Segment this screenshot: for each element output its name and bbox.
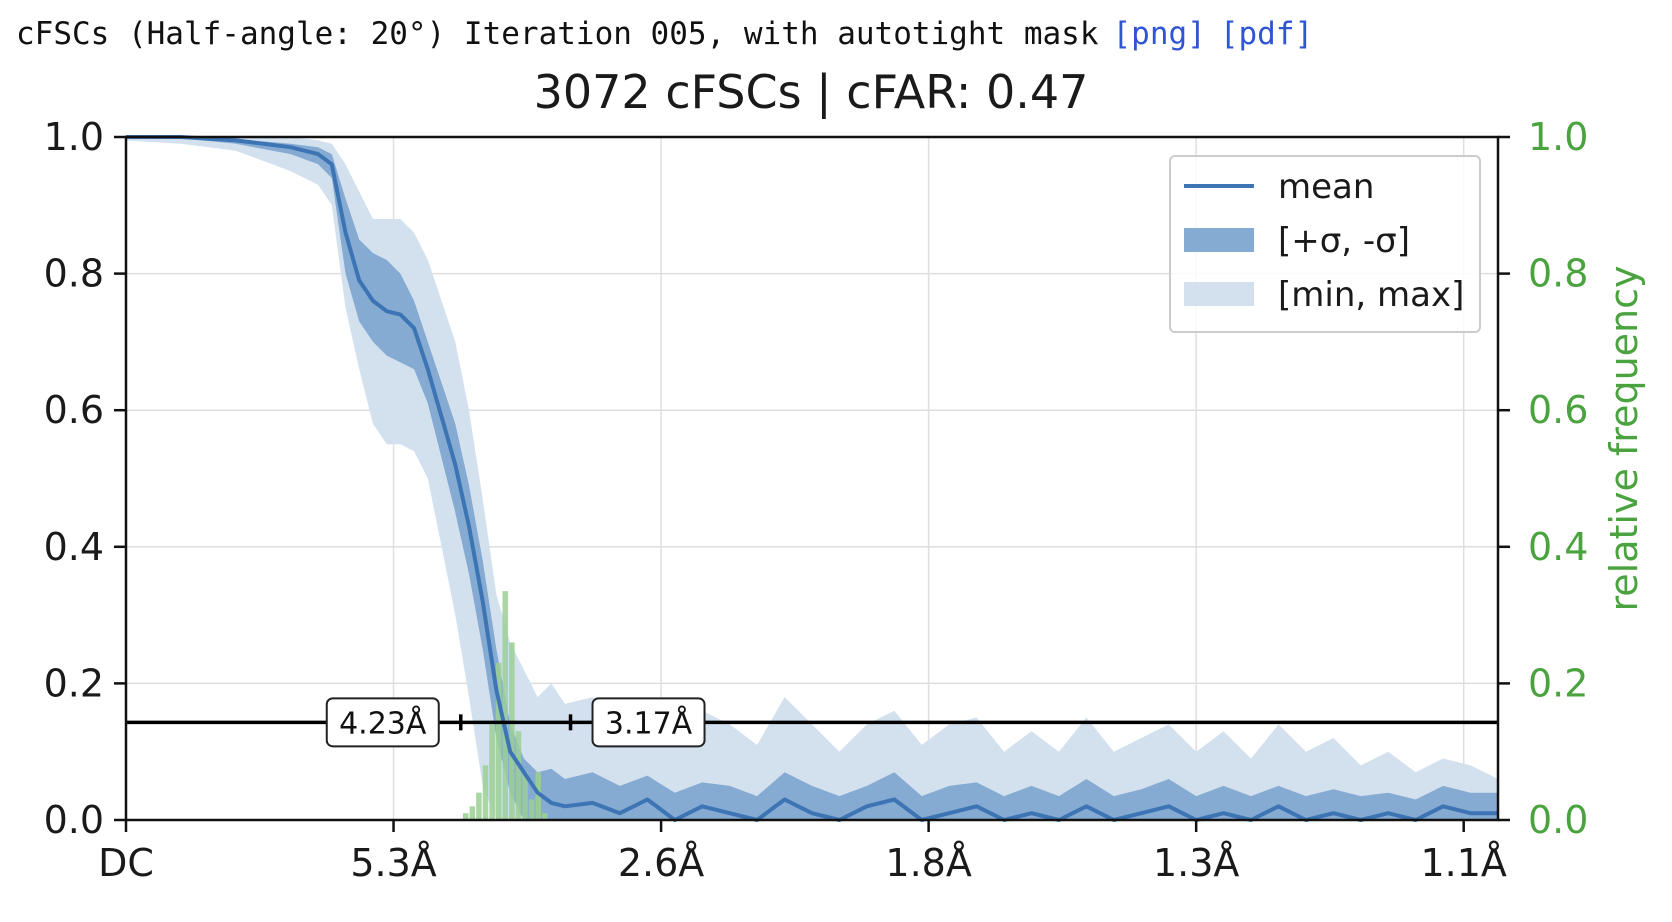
- y2-tick-label: 0.4: [1528, 525, 1588, 569]
- caption-text: cFSCs (Half-angle: 20°) Iteration 005, w…: [16, 16, 1099, 52]
- x-tick-label: 1.1Å: [1420, 841, 1506, 885]
- x-tick-label: 5.3Å: [350, 841, 436, 885]
- y-tick-label: 0.6: [44, 388, 104, 432]
- y-tick-label: 0.8: [44, 252, 104, 296]
- histogram-bar: [522, 772, 528, 820]
- y2-tick-label: 0.8: [1528, 252, 1588, 296]
- mean-line: [126, 135, 1498, 822]
- x-tick-label: 2.6Å: [618, 841, 704, 885]
- histogram-bar: [528, 799, 535, 820]
- histogram-bar: [462, 813, 469, 820]
- x-tick-label: 1.8Å: [885, 841, 971, 885]
- legend-minmax-swatch: [1184, 282, 1254, 306]
- legend: mean [+σ, -σ] [min, max]: [1169, 155, 1481, 333]
- series-bands: [126, 137, 1498, 820]
- histogram-bar: [489, 724, 495, 820]
- y2-tick-label: 0.6: [1528, 388, 1588, 432]
- pdf-link[interactable]: [pdf]: [1219, 16, 1314, 52]
- resolution-label: 4.23Å: [339, 705, 427, 741]
- resolution-label: 3.17Å: [605, 705, 693, 741]
- threshold-layer: 4.23Å 3.17Å: [126, 697, 1498, 748]
- histogram-bar: [535, 772, 541, 820]
- y-tick-label: 0.0: [44, 798, 104, 842]
- y2-tick-label: 1.0: [1528, 115, 1588, 159]
- histogram-bar: [469, 806, 476, 820]
- histogram-bar: [541, 813, 548, 820]
- right-axis-label: relative frequency: [1602, 265, 1646, 611]
- y-tick-label: 0.2: [44, 661, 104, 705]
- resolution-label-box: [325, 697, 440, 748]
- legend-std-label: [+σ, -σ]: [1278, 221, 1410, 261]
- histogram-bar: [515, 731, 522, 820]
- histogram-bar: [476, 792, 482, 820]
- chart-title: 3072 cFSCs | cFAR: 0.47: [534, 65, 1089, 120]
- legend-std-swatch: [1184, 228, 1254, 252]
- y2-tick-label: 0.2: [1528, 661, 1588, 705]
- legend-minmax-label: [min, max]: [1278, 275, 1464, 315]
- figure-caption: cFSCs (Half-angle: 20°) Iteration 005, w…: [16, 16, 1313, 52]
- histogram: [462, 591, 548, 820]
- y-tick-label: 1.0: [44, 115, 104, 159]
- plot-frame: [124, 135, 1500, 822]
- histogram-bar: [482, 765, 489, 820]
- minmax-band: [126, 137, 1498, 820]
- x-tick-label: DC: [98, 841, 154, 885]
- resolution-label-box: [591, 697, 706, 748]
- x-tick-label: 1.3Å: [1153, 841, 1239, 885]
- mean-line-layer: [126, 135, 1498, 822]
- histogram-bar: [509, 642, 515, 820]
- histogram-bar: [495, 662, 502, 820]
- histogram-bar: [502, 591, 509, 820]
- legend-mean-label: mean: [1278, 167, 1374, 207]
- y2-tick-label: 0.0: [1528, 798, 1588, 842]
- y-tick-label: 0.4: [44, 525, 104, 569]
- axes: 0.0 0.2 0.4 0.6 0.8 1.0 0.0 0.2 0.4 0.6 0.8 1.0 rela…: [44, 115, 1646, 885]
- png-link[interactable]: [png]: [1112, 16, 1206, 52]
